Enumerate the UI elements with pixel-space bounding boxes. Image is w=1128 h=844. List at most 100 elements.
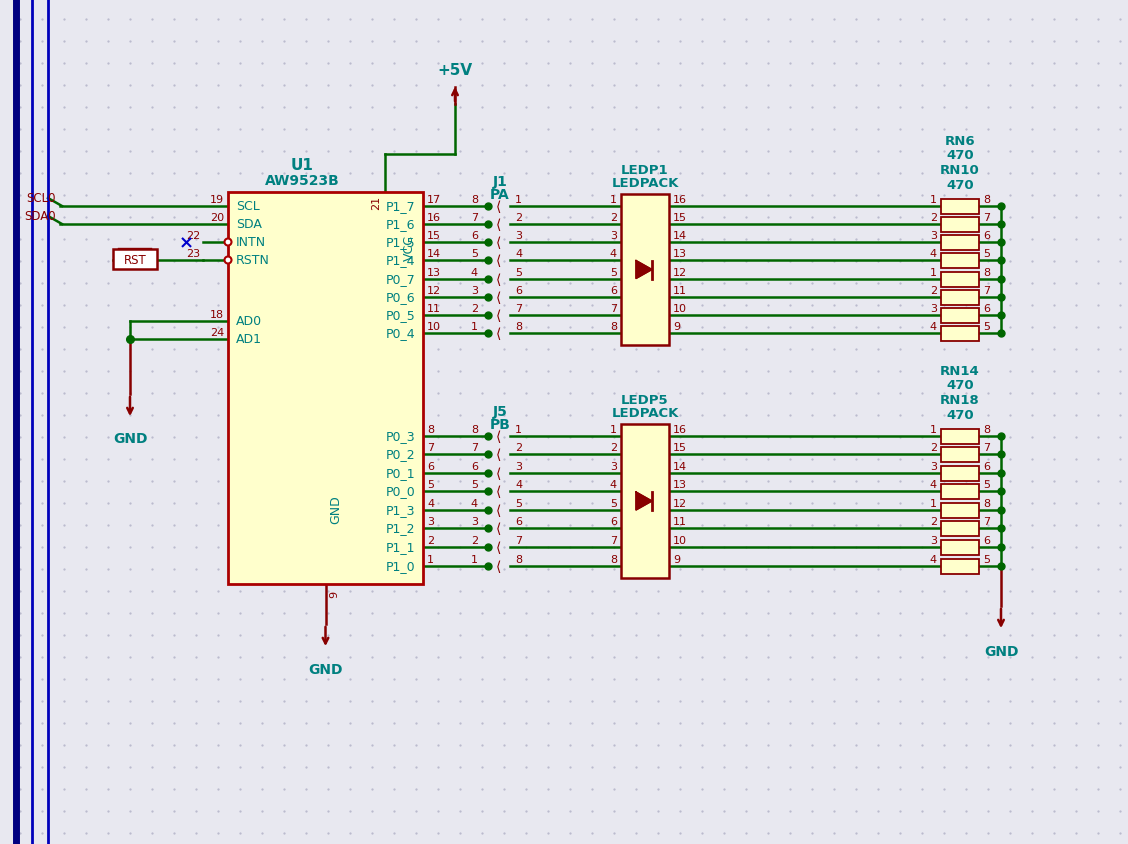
Text: 11: 11 [673,517,687,527]
Text: 5: 5 [982,479,990,490]
Bar [941,273,979,288]
Text: 7: 7 [982,517,990,527]
Text: 15: 15 [673,442,687,452]
Text: 14: 14 [673,230,687,241]
Text: LEDPACK: LEDPACK [611,176,679,190]
Text: 6: 6 [982,230,990,241]
Text: AD1: AD1 [236,333,262,346]
Text: 2: 2 [470,535,478,545]
Text: 8: 8 [428,425,434,435]
Text: 20: 20 [210,213,224,223]
Text: 1: 1 [929,425,937,435]
Text: P0_5: P0_5 [386,309,415,322]
Text: 4: 4 [515,249,522,259]
Text: 6: 6 [610,517,617,527]
Bar [941,327,979,342]
Text: 3: 3 [929,535,937,545]
Text: 6: 6 [515,517,522,527]
Text: 5: 5 [982,322,990,332]
Bar [941,503,979,518]
Bar [941,430,979,445]
Text: RSTN: RSTN [236,254,270,268]
Text: SCL0: SCL0 [26,192,56,205]
Text: +5V: +5V [438,63,473,78]
Text: 7: 7 [982,285,990,295]
Text: P0_1: P0_1 [386,467,415,480]
Text: 13: 13 [428,268,441,278]
Text: 3: 3 [929,230,937,241]
Text: 8: 8 [982,425,990,435]
Text: P1_6: P1_6 [386,219,415,231]
Text: P0_6: P0_6 [386,291,415,304]
Text: 6: 6 [472,462,478,472]
Text: ⟨: ⟨ [495,467,501,480]
Text: 17: 17 [428,195,441,205]
Text: RN18: RN18 [940,393,980,407]
Text: P0_7: P0_7 [386,273,415,286]
Text: 4: 4 [610,249,617,259]
Bar [941,522,979,537]
Text: 5: 5 [982,249,990,259]
Text: SDA0: SDA0 [25,210,56,223]
Text: P1_0: P1_0 [386,560,415,573]
Text: 11: 11 [673,285,687,295]
Text: 3: 3 [472,285,478,295]
Text: 15: 15 [428,230,441,241]
Text: ⟨: ⟨ [495,273,501,287]
Bar [941,235,979,251]
Text: 3: 3 [610,462,617,472]
Text: 14: 14 [428,249,441,259]
Text: 6: 6 [472,230,478,241]
Text: 7: 7 [982,442,990,452]
Bar [941,484,979,500]
Text: 7: 7 [982,213,990,223]
Text: 7: 7 [470,442,478,452]
Text: 8: 8 [470,195,478,205]
Text: 4: 4 [929,249,937,259]
Bar [941,309,979,323]
Text: P1_7: P1_7 [386,200,415,214]
Text: PA: PA [491,187,510,202]
Text: 7: 7 [610,535,617,545]
Text: 15: 15 [673,213,687,223]
Text: 3: 3 [515,230,522,241]
Text: 8: 8 [982,499,990,508]
Text: AW9523B: AW9523B [265,174,340,187]
Text: 470: 470 [946,179,973,192]
Text: 2: 2 [610,213,617,223]
Text: 8: 8 [982,195,990,205]
Text: 8: 8 [515,555,522,565]
Text: 2: 2 [515,442,522,452]
Text: 5: 5 [472,479,478,490]
Text: 9: 9 [329,590,340,598]
Text: ⟨: ⟨ [495,560,501,573]
Text: P0_4: P0_4 [386,327,415,340]
Text: J1: J1 [493,175,508,189]
Text: 12: 12 [673,268,687,278]
Text: 2: 2 [610,442,617,452]
Text: 5: 5 [982,555,990,565]
Text: ⟨: ⟨ [495,447,501,462]
Text: 6: 6 [515,285,522,295]
Text: 4: 4 [470,499,478,508]
Text: 1: 1 [610,425,617,435]
Text: J5: J5 [493,404,508,419]
Text: RST: RST [124,254,147,268]
Text: ⟨: ⟨ [495,540,501,555]
Text: 21: 21 [371,196,381,210]
Bar [228,192,423,584]
Text: P1_1: P1_1 [386,541,415,554]
Text: 4: 4 [929,322,937,332]
Text: 1: 1 [472,322,478,332]
Text: LEDP5: LEDP5 [622,393,669,407]
Text: 24: 24 [210,327,224,338]
Text: 3: 3 [929,304,937,314]
Text: ⟨: ⟨ [495,430,501,443]
Text: 2: 2 [929,213,937,223]
Text: P0_0: P0_0 [386,485,415,498]
Text: 7: 7 [470,213,478,223]
Text: 10: 10 [428,322,441,332]
Bar [622,195,669,345]
Text: 1: 1 [428,555,434,565]
Text: 6: 6 [982,535,990,545]
